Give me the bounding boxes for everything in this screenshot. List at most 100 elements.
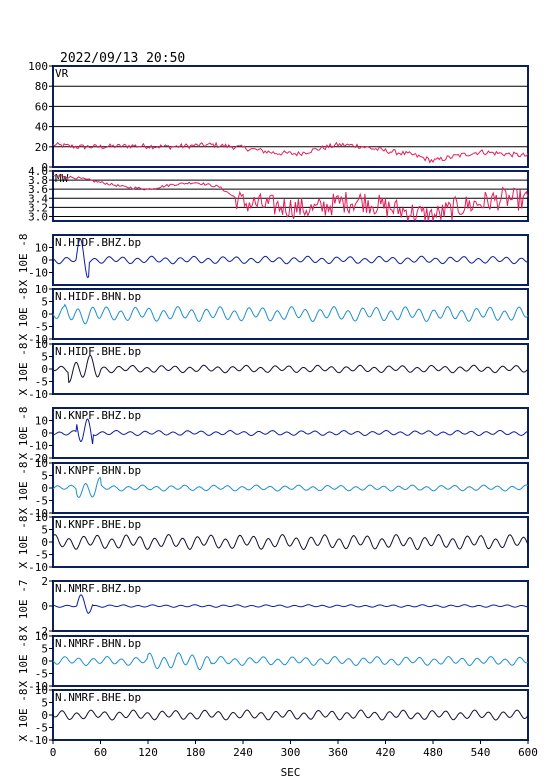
trace-label: MW [55, 172, 69, 185]
y-tick-label: -20 [28, 452, 48, 465]
x-tick-label: 120 [138, 746, 158, 759]
trace-line [52, 174, 529, 222]
y-tick-label: 5 [41, 296, 48, 309]
y-tick-label: 40 [35, 121, 48, 134]
y-tick-label: 0 [41, 363, 48, 376]
x-tick-label: 600 [518, 746, 538, 759]
y-tick-label: -5 [35, 668, 48, 681]
trace-label: N.HIDF.BHN.bp [55, 290, 141, 303]
y-tick-label: 10 [35, 511, 48, 524]
trace-line [52, 418, 529, 445]
y-axis-unit-label: X 10E -7 [17, 580, 30, 633]
y-tick-label: 10 [35, 457, 48, 470]
x-tick-label: 240 [233, 746, 253, 759]
y-tick-label: -10 [28, 333, 48, 346]
y-tick-label: -5 [35, 495, 48, 508]
y-tick-label: -10 [28, 507, 48, 520]
y-tick-label: -5 [35, 376, 48, 389]
y-axis-unit-label: X 10E -8 [17, 462, 30, 515]
panel-frame [52, 65, 529, 168]
trace-line [52, 477, 529, 498]
y-tick-label: 5 [41, 470, 48, 483]
trace-label: N.HIDF.BHE.bp [55, 345, 141, 358]
y-axis-unit-label: X 10E -8 [17, 343, 30, 396]
y-tick-label: 0 [41, 482, 48, 495]
x-tick-label: 60 [94, 746, 107, 759]
x-tick-label: 360 [328, 746, 348, 759]
y-tick-label: 60 [35, 100, 48, 113]
y-tick-label: 5 [41, 351, 48, 364]
y-axis-unit-label: X 10E -8 [17, 635, 30, 688]
y-tick-label: 10 [35, 283, 48, 296]
y-tick-label: 4.0 [28, 165, 48, 178]
trace-label: N.KNPF.BHN.bp [55, 464, 141, 477]
y-tick-label: 3.2 [28, 201, 48, 214]
y-axis-unit-label: X 10E -8 [17, 516, 30, 569]
y-tick-label: 80 [35, 80, 48, 93]
x-tick-label: 480 [423, 746, 443, 759]
y-axis-unit-label: X 10E -8 [17, 288, 30, 341]
y-tick-label: 3.4 [28, 192, 48, 205]
x-axis-label: SEC [281, 766, 301, 779]
y-tick-label: 10 [35, 242, 48, 255]
x-tick-label: 300 [281, 746, 301, 759]
y-axis-unit-label: X 10E -8 [17, 407, 30, 460]
y-tick-label: -10 [28, 267, 48, 280]
y-tick-label: -5 [35, 321, 48, 334]
trace-label: N.NMRF.BHZ.bp [55, 582, 141, 595]
y-tick-label: -10 [28, 388, 48, 401]
y-tick-label: 0 [41, 709, 48, 722]
trace-label: N.NMRF.BHE.bp [55, 691, 141, 704]
y-tick-label: 0 [41, 308, 48, 321]
y-tick-label: 5 [41, 697, 48, 710]
trace-line [52, 141, 529, 164]
header-datetime: 2022/09/13 20:50 [60, 51, 185, 66]
trace-label: N.NMRF.BHN.bp [55, 637, 141, 650]
y-tick-label: 10 [35, 415, 48, 428]
panel-3: 100-10 N.HIDF.BHZ.bp X 10E -8 [17, 234, 529, 286]
trace-line [52, 709, 529, 721]
y-tick-label: 3.0 [28, 210, 48, 223]
y-tick-label: -2 [35, 625, 48, 638]
trace-line [52, 533, 529, 551]
y-tick-label: 0 [41, 427, 48, 440]
panel-2: 4.03.83.63.43.23.0 MW [28, 165, 529, 223]
panel-frame [52, 170, 529, 222]
y-tick-label: -10 [28, 734, 48, 747]
trace-label: N.KNPF.BHZ.bp [55, 409, 141, 422]
y-tick-label: 10 [35, 338, 48, 351]
y-tick-label: 0 [41, 655, 48, 668]
y-tick-label: 100 [28, 60, 48, 73]
panel-1: 100 80 60 40 20 0 VR [28, 60, 529, 174]
y-axis-unit-label: X 10E -8 [17, 689, 30, 742]
y-tick-label: -5 [35, 549, 48, 562]
y-tick-label: 10 [35, 684, 48, 697]
y-tick-label: 20 [35, 141, 48, 154]
y-tick-label: -10 [28, 440, 48, 453]
panel-9: 2 0 -2 N.NMRF.BHZ.bp X 10E -7 [17, 575, 529, 638]
trace-line [52, 303, 529, 325]
y-tick-label: 0 [41, 600, 48, 613]
y-tick-label: 3.6 [28, 183, 48, 196]
panel-6: 100-10-20 N.KNPF.BHZ.bp X 10E -8 [17, 407, 529, 465]
y-tick-label: 0 [41, 254, 48, 267]
trace-label: N.HIDF.BHZ.bp [55, 236, 141, 249]
trace-line [52, 594, 529, 614]
trace-label: N.KNPF.BHE.bp [55, 518, 141, 531]
y-tick-label: -10 [28, 561, 48, 574]
x-tick-label: 0 [50, 746, 57, 759]
y-tick-label: 3.8 [28, 174, 48, 187]
x-axis: 0 60 120 180 240 300 360 420 480 540 600 SEC [50, 740, 538, 779]
y-tick-label: -10 [28, 680, 48, 693]
y-tick-label: 5 [41, 643, 48, 656]
trace-line [52, 652, 529, 671]
x-tick-label: 540 [471, 746, 491, 759]
y-tick-label: 0 [41, 536, 48, 549]
trace-line [52, 238, 529, 279]
y-tick-label: 0 [41, 161, 48, 174]
